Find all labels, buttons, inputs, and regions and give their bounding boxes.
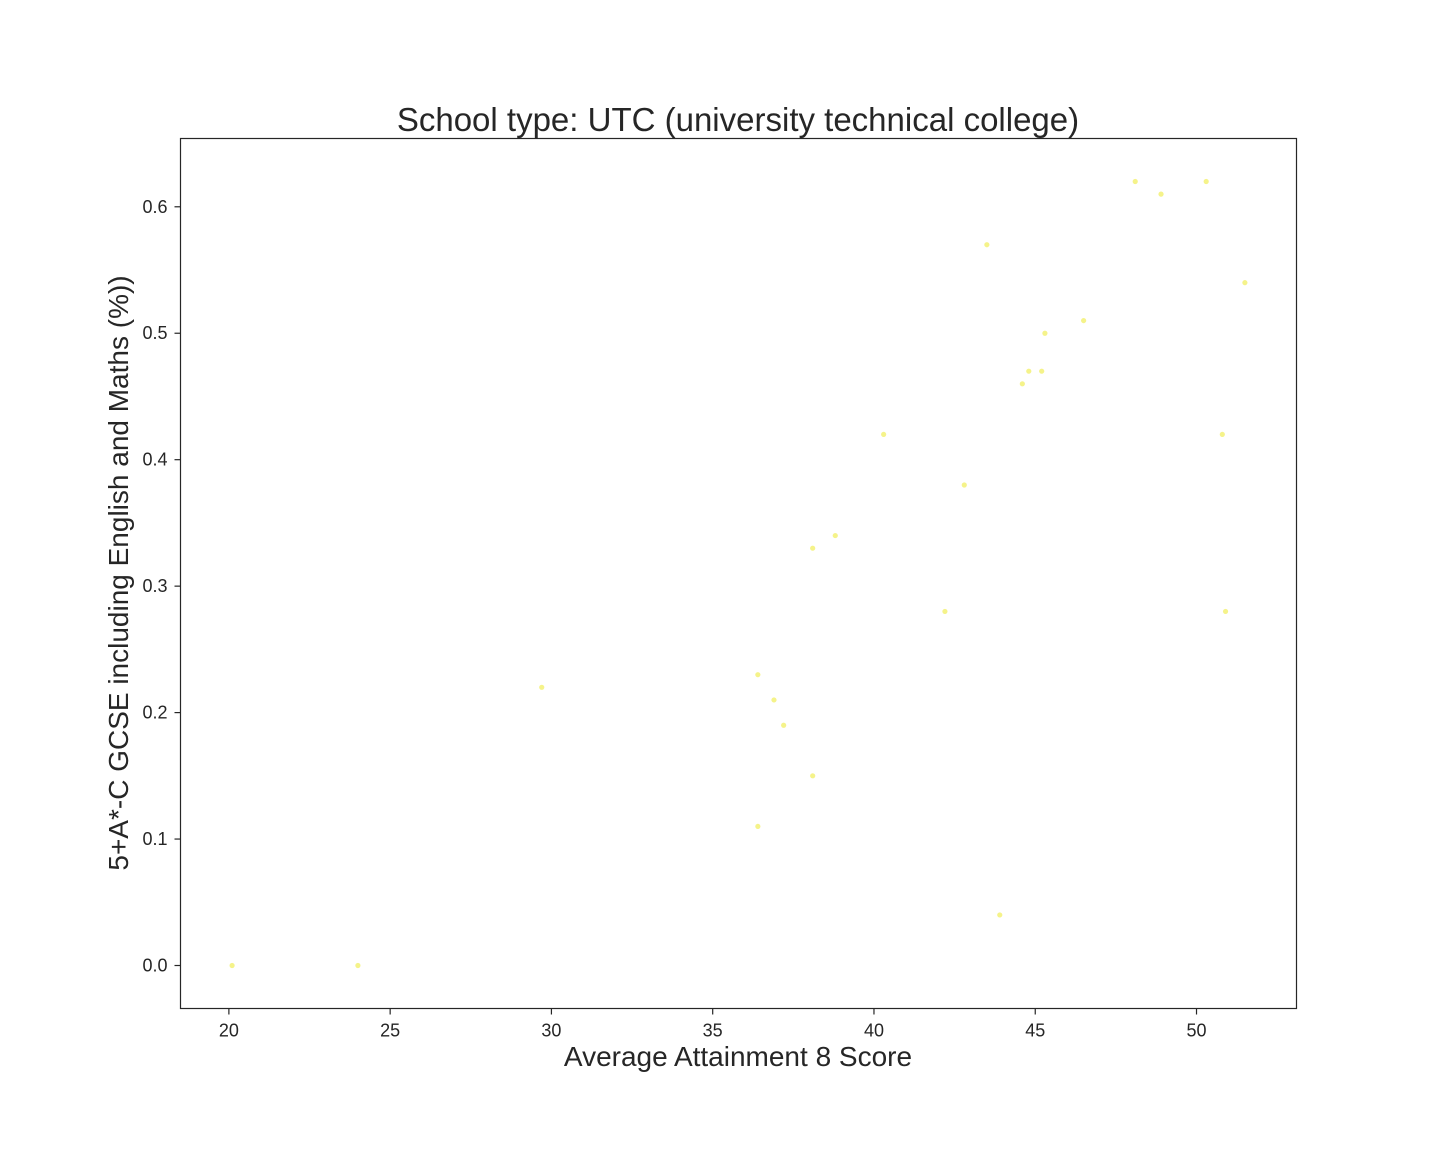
y-tick-label: 0.6 [142,197,167,217]
data-point [1158,191,1164,197]
x-tick-label: 30 [541,1021,561,1041]
x-axis-label: Average Attainment 8 Score [564,1041,912,1072]
data-point [810,773,816,779]
data-point [1203,178,1209,185]
data-point [755,672,761,678]
data-point [810,545,816,551]
x-tick-label: 20 [219,1021,239,1041]
x-tick-label: 50 [1186,1021,1206,1041]
data-point [1039,368,1045,374]
y-axis-ticks: 0.0 0.1 0.2 0.3 0.4 0.5 0.6 [142,197,181,976]
data-point [984,242,990,248]
data-point [1219,431,1225,438]
data-point [1026,368,1032,374]
data-point [1242,280,1248,286]
data-point [1081,317,1087,324]
y-tick-label: 0.4 [142,450,167,470]
data-point [355,962,361,969]
y-tick-label: 0.1 [142,829,167,849]
y-tick-label: 0.5 [142,323,167,343]
data-point [961,482,967,488]
data-point [229,962,235,969]
data-point [997,912,1003,918]
data-point [539,684,545,690]
y-axis-label: 5+A*-C GCSE including English and Maths … [103,275,134,870]
data-point [1042,330,1048,336]
data-point [942,608,948,615]
data-points [229,178,1248,969]
data-point [771,697,777,703]
y-tick-label: 0.3 [142,576,167,596]
data-point [755,823,761,830]
chart-title: School type: UTC (university technical c… [397,101,1079,138]
data-point [1019,381,1025,387]
x-tick-label: 45 [1025,1021,1045,1041]
data-point [832,532,838,539]
data-point [1222,608,1229,615]
x-tick-label: 25 [380,1021,400,1041]
y-tick-label: 0.2 [142,703,167,723]
x-tick-label: 40 [864,1021,884,1041]
y-tick-label: 0.0 [142,956,167,976]
data-point [881,431,887,438]
data-point [781,722,787,728]
x-axis-ticks: 20 25 30 35 40 45 50 [219,1008,1207,1041]
data-point [1132,178,1138,185]
plot-area-frame [179,137,1298,1010]
x-tick-label: 35 [703,1021,723,1041]
